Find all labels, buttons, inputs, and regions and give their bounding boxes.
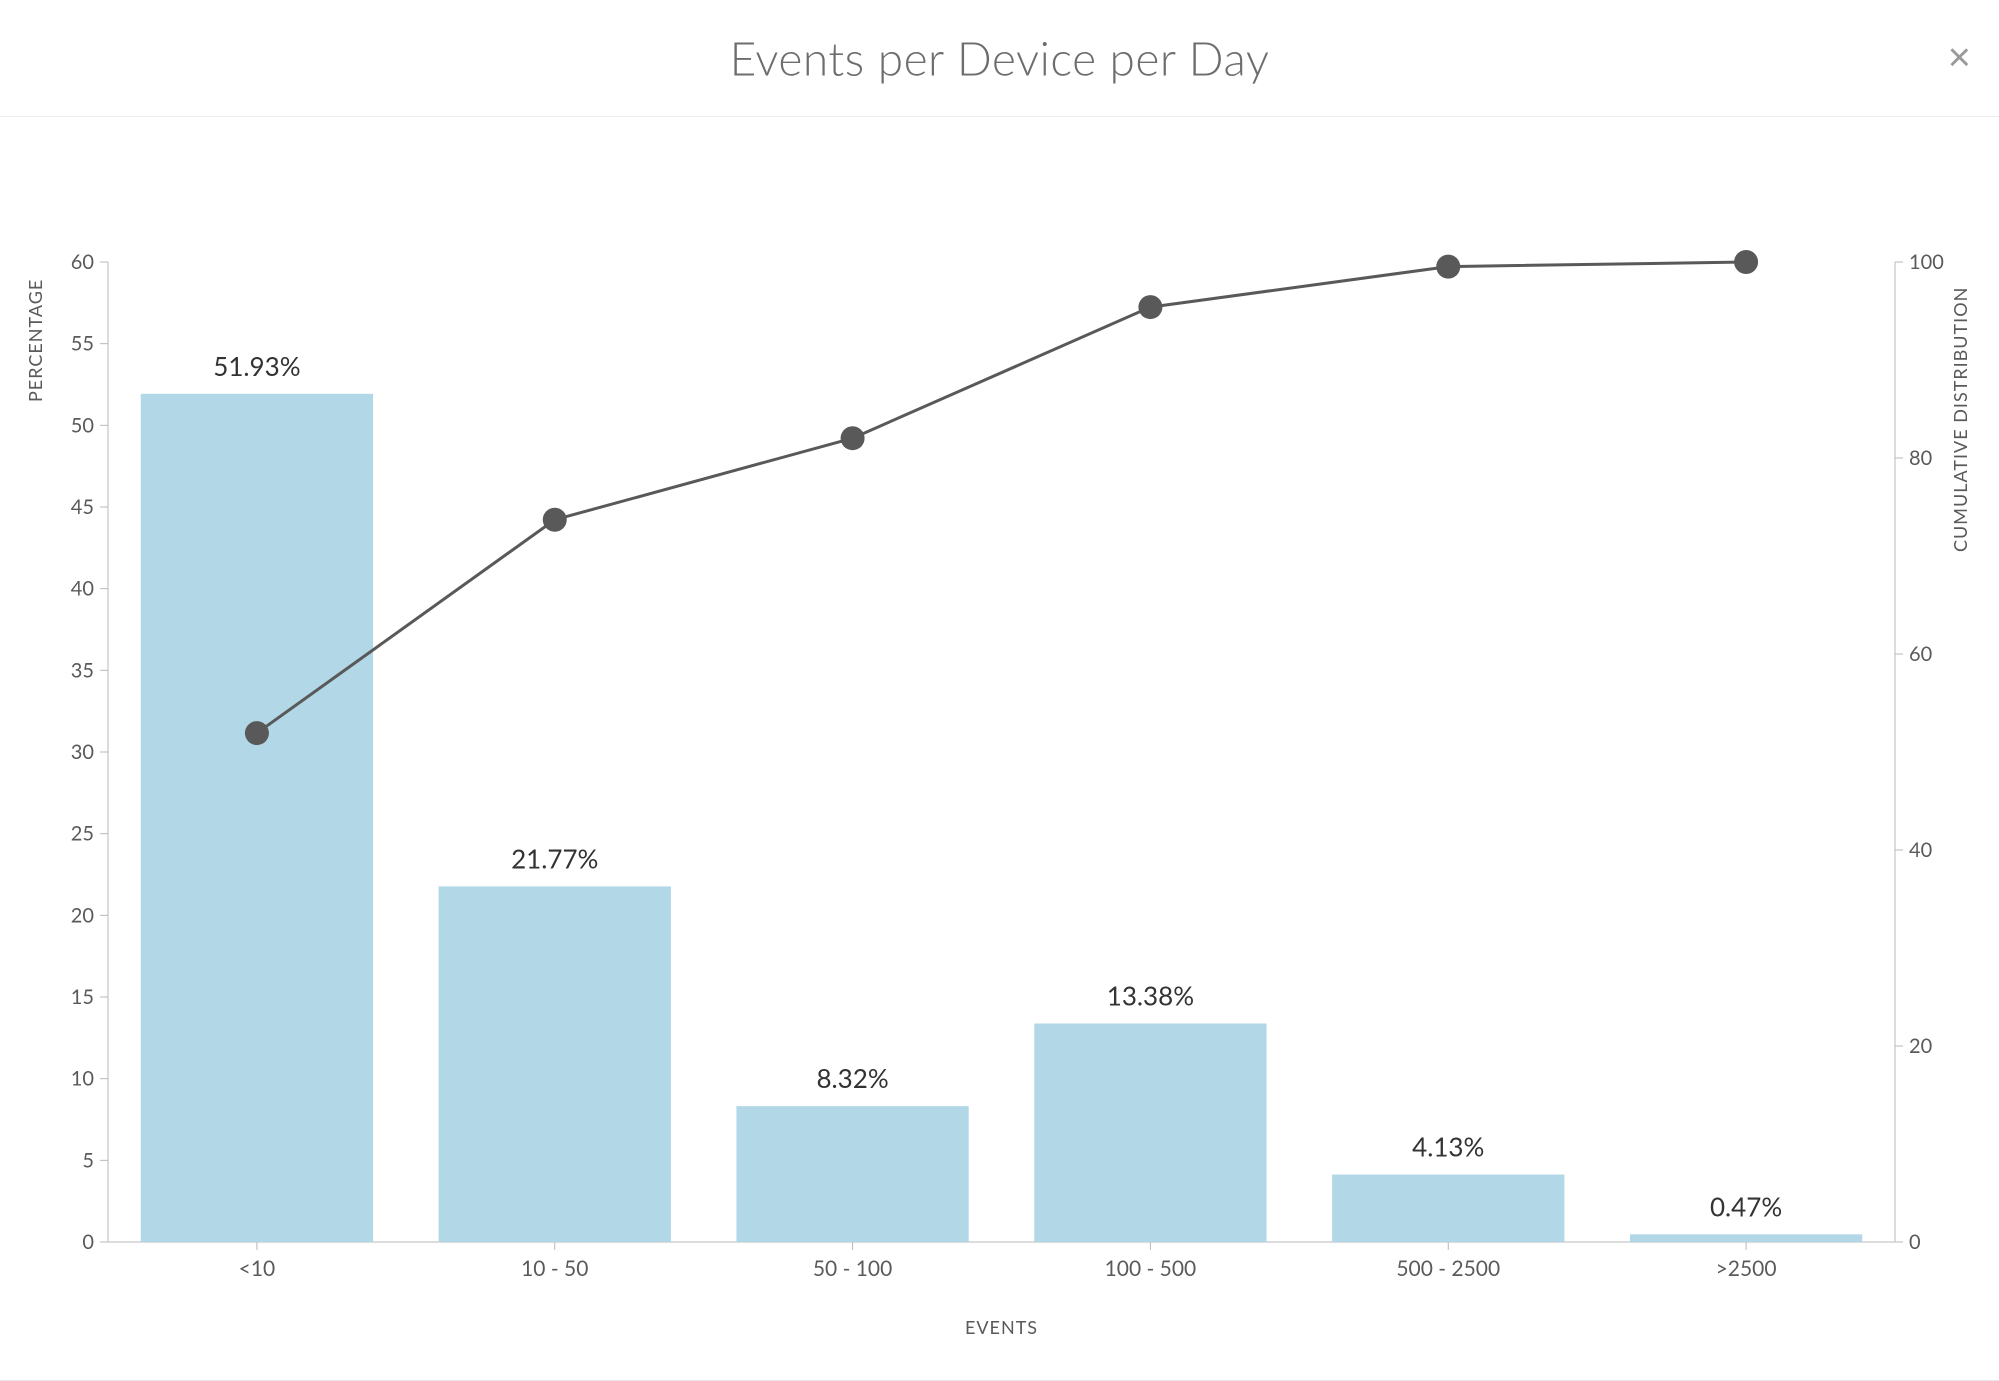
close-icon[interactable]: ×: [1948, 36, 1971, 81]
svg-text:45: 45: [71, 495, 94, 519]
bar-value-label: 8.32%: [816, 1062, 888, 1094]
cumulative-line: [257, 262, 1746, 733]
bar-value-label: 0.47%: [1710, 1190, 1782, 1222]
svg-text:5: 5: [82, 1148, 94, 1172]
bar-value-label: 4.13%: [1412, 1131, 1484, 1163]
bar: [1034, 1023, 1266, 1242]
line-marker: [1734, 250, 1758, 274]
line-marker: [1436, 255, 1460, 279]
svg-text:40: 40: [1909, 838, 1932, 862]
y-left-title: PERCENTAGE: [24, 279, 46, 402]
svg-text:50: 50: [71, 413, 94, 437]
svg-text:0: 0: [82, 1230, 94, 1254]
x-category-label: 100 - 500: [1105, 1256, 1197, 1281]
chart-title: Events per Device per Day: [730, 31, 1270, 86]
bar-value-label: 13.38%: [1107, 979, 1194, 1011]
svg-text:55: 55: [71, 332, 94, 356]
x-category-label: <10: [239, 1256, 276, 1281]
x-category-label: >2500: [1716, 1256, 1777, 1281]
svg-text:30: 30: [71, 740, 94, 764]
svg-text:80: 80: [1909, 446, 1932, 470]
line-marker: [1138, 295, 1162, 319]
line-marker: [841, 426, 865, 450]
bar-value-label: 51.93%: [213, 350, 300, 382]
svg-text:35: 35: [71, 658, 94, 682]
bar: [439, 886, 671, 1242]
chart-container: 0 5 10 15 20 25 30 35 40 45 50 55 60 PERCENTAGE 0 20 40 6…: [0, 117, 1999, 1381]
x-category-label: 10 - 50: [521, 1256, 588, 1281]
svg-text:60: 60: [1909, 642, 1932, 666]
svg-text:20: 20: [1909, 1034, 1932, 1058]
svg-text:60: 60: [71, 250, 94, 274]
svg-text:100: 100: [1909, 250, 1944, 274]
x-axis-title: EVENTS: [965, 1316, 1038, 1338]
y-right-title: CUMULATIVE DISTRIBUTION: [1949, 287, 1971, 552]
chart-header: Events per Device per Day ×: [0, 0, 1999, 117]
svg-text:20: 20: [71, 903, 94, 927]
line-marker: [245, 721, 269, 745]
svg-text:15: 15: [71, 985, 94, 1009]
bar: [736, 1106, 968, 1242]
bar: [141, 394, 373, 1242]
svg-text:40: 40: [71, 577, 94, 601]
x-category-label: 50 - 100: [813, 1256, 892, 1281]
bar: [1332, 1175, 1564, 1242]
svg-text:10: 10: [71, 1067, 94, 1091]
bar-value-label: 21.77%: [511, 842, 598, 874]
svg-text:25: 25: [71, 822, 94, 846]
x-category-label: 500 - 2500: [1396, 1256, 1500, 1281]
line-marker: [543, 508, 567, 532]
bar: [1630, 1234, 1862, 1242]
svg-text:0: 0: [1909, 1230, 1921, 1254]
combo-chart: 0 5 10 15 20 25 30 35 40 45 50 55 60 PERCENTAGE 0 20 40 6…: [0, 117, 1999, 1381]
